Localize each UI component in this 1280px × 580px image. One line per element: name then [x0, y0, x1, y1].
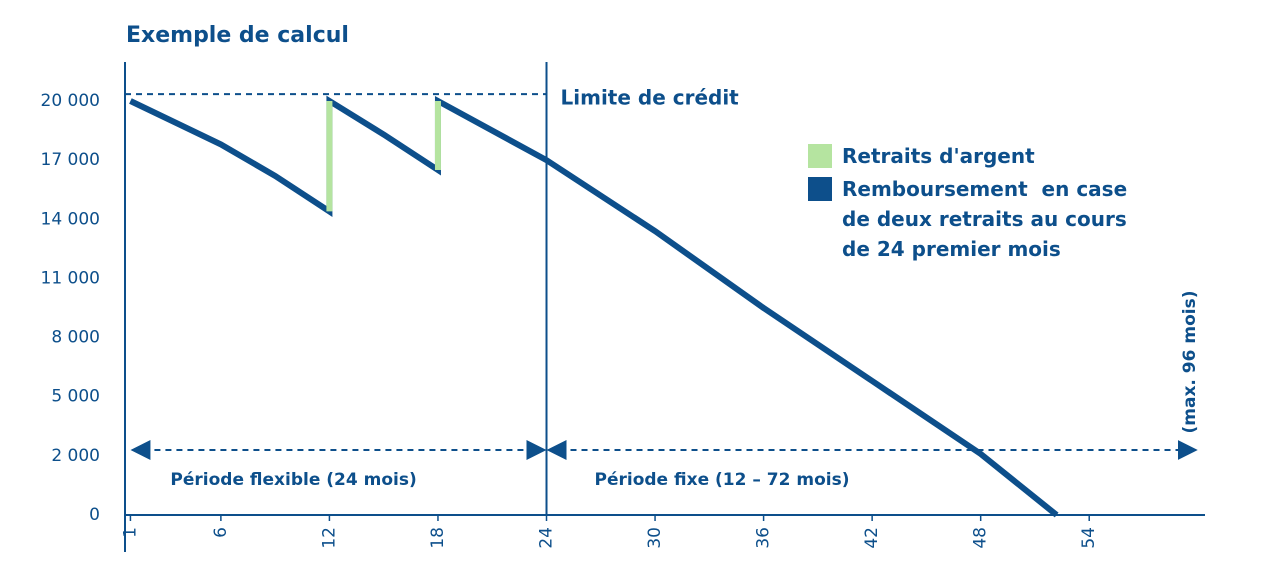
- y-tick-label: 14 000: [41, 209, 100, 229]
- legend: Retraits d'argent Remboursement en case d…: [808, 144, 1158, 270]
- x-tick-label: 1: [120, 527, 140, 538]
- chart-title: Exemple de calcul: [126, 23, 349, 48]
- legend-label: Retraits d'argent: [842, 144, 1035, 168]
- x-tick-label: 30: [645, 527, 665, 549]
- x-tick-label: 54: [1079, 527, 1099, 549]
- y-tick-label: 20 000: [41, 91, 100, 111]
- period-label: Période flexible (24 mois): [170, 470, 416, 490]
- y-tick-label: 2 000: [51, 446, 100, 466]
- x-tick-label: 24: [537, 527, 557, 549]
- max-note: (max. 96 mois): [1180, 291, 1200, 434]
- legend-item: Remboursement en case de deux retraits a…: [808, 177, 1158, 264]
- legend-swatch: [808, 144, 832, 168]
- x-tick-label: 18: [428, 527, 448, 549]
- legend-label: Remboursement en case de deux retraits a…: [842, 177, 1135, 261]
- y-tick-label: 11 000: [41, 268, 100, 288]
- x-tick-label: 36: [754, 527, 774, 549]
- legend-swatch: [808, 177, 832, 201]
- x-tick-label: 48: [971, 527, 991, 549]
- y-tick-label: 17 000: [41, 150, 100, 170]
- legend-item: Retraits d'argent: [808, 144, 1158, 171]
- x-tick-label: 42: [862, 527, 882, 549]
- x-tick-label: 6: [211, 527, 231, 538]
- y-tick-label: 5 000: [51, 387, 100, 407]
- x-tick-label: 12: [319, 527, 339, 549]
- y-tick-label: 8 000: [51, 328, 100, 348]
- credit-limit-label: Limite de crédit: [561, 86, 740, 110]
- period-label: Période fixe (12 – 72 mois): [595, 470, 850, 490]
- y-tick-label: 0: [89, 505, 100, 525]
